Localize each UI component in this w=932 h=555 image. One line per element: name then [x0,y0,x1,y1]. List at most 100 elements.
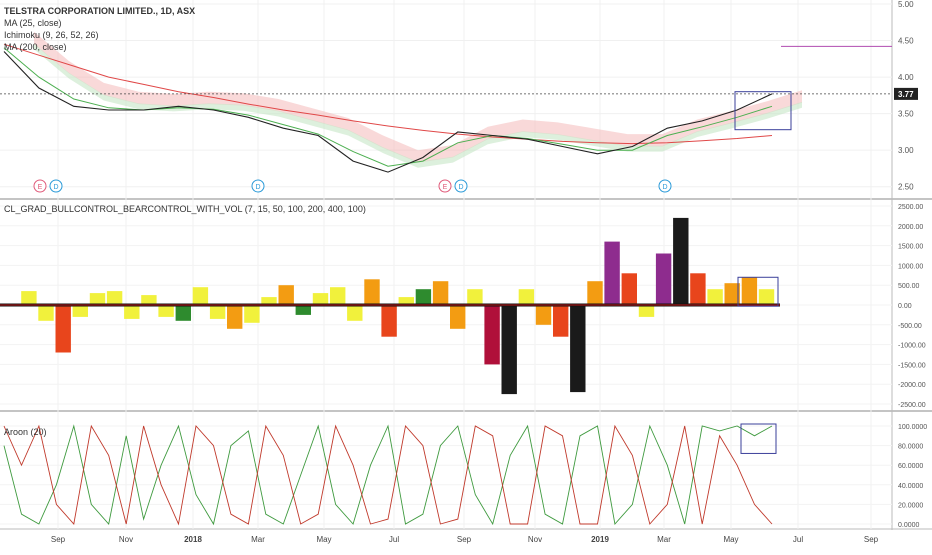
osc-y-tick: 2500.00 [898,204,923,211]
osc-bar [604,241,620,305]
osc-bar [621,273,637,305]
event-marker [251,179,265,193]
osc-bar [467,289,483,305]
osc-bar [330,287,346,305]
osc-bar [381,305,397,337]
osc-bar [741,277,758,305]
event-marker-label: E [38,184,43,191]
event-marker [33,179,47,193]
osc-bar [724,283,740,305]
osc-bar [587,281,603,305]
osc-bar [38,305,54,321]
event-marker-label: D [255,184,260,191]
aroon-y-tick: 20.0000 [898,502,923,509]
price-y-tick: 3.50 [898,110,914,119]
price-y-tick: 2.50 [898,183,914,192]
x-tick-label: Sep [51,535,66,544]
x-tick-label: Sep [864,535,879,544]
last-price-badge [894,87,918,100]
price-y-tick: 5.00 [898,0,914,9]
osc-bar [106,291,123,305]
osc-bar [141,295,157,305]
osc-bar [364,279,380,305]
osc-bar [244,305,260,323]
aroon-y-tick: 60.0000 [898,463,923,470]
event-marker-label: D [662,184,667,191]
aroon-selection-box [740,423,777,454]
x-tick-label: May [316,535,331,544]
osc-bar [312,293,329,305]
osc-y-tick: -2000.00 [898,382,926,389]
osc-bar [535,305,552,325]
x-tick-label: Mar [657,535,671,544]
x-tick-label: 2019 [591,535,609,544]
legend-ma25[interactable]: MA (25, close) [4,18,62,28]
osc-y-tick: 2000.00 [898,224,923,231]
legend-ma200[interactable]: MA (200, close) [4,42,67,52]
ma25-line [3,47,773,167]
legend-ichimoku[interactable]: Ichimoku (9, 26, 52, 26) [4,30,99,40]
aroon-down-line [3,424,773,526]
x-tick-label: May [723,535,738,544]
x-tick-label: Jul [389,535,399,544]
osc-bar [707,289,723,305]
price-y-tick: 3.00 [898,146,914,155]
event-marker [658,179,672,193]
price-y-tick: 4.00 [898,73,914,82]
osc-bar [158,305,174,317]
osc-bar [690,273,706,305]
osc-bar [55,305,71,353]
osc-selection-box [737,276,779,307]
x-tick-label: Jul [793,535,803,544]
aroon-legend: Aroon (20) [4,426,47,438]
osc-bar [21,291,37,305]
price-legend: TELSTRA CORPORATION LIMITED., 1D, ASX MA… [4,5,195,53]
osc-bar [518,289,535,305]
x-tick-label: 2018 [184,535,202,544]
osc-y-tick: 0.00 [898,303,912,310]
aroon-y-tick: 100.0000 [898,424,927,431]
osc-y-tick: -1500.00 [898,362,926,369]
osc-y-tick: -500.00 [898,323,922,330]
osc-bar [175,305,191,321]
x-tick-label: Sep [457,535,472,544]
osc-bar [72,305,88,317]
osc-bar [758,289,775,305]
ichimoku-cloud-green [34,43,802,168]
osc-bar [655,253,672,305]
x-tick-label: Nov [528,535,542,544]
osc-title[interactable]: CL_GRAD_BULLCONTROL_BEARCONTROL_WITH_VOL… [4,204,366,214]
ichimoku-cloud [34,31,802,163]
ma200-line [3,43,773,145]
osc-bar [450,305,466,329]
osc-bar [347,305,363,321]
selection-box [734,91,792,131]
osc-bar [192,287,209,305]
osc-bar [638,305,655,317]
osc-bar [484,305,500,365]
event-marker [49,179,63,193]
price-title[interactable]: TELSTRA CORPORATION LIMITED., 1D, ASX [4,6,196,16]
aroon-y-tick: 80.0000 [898,444,923,451]
price-y-tick: 4.50 [898,37,914,46]
price-line [3,51,773,173]
event-marker-label: D [53,184,58,191]
osc-bar [415,289,432,305]
osc-bar [553,305,569,337]
event-marker [438,179,452,193]
osc-bar [278,285,294,305]
osc-bar [227,305,243,329]
x-tick-label: Nov [119,535,133,544]
osc-bar [570,305,586,393]
osc-bar [89,293,106,305]
osc-bar [124,305,140,319]
osc-bar [501,305,517,395]
aroon-y-tick: 40.0000 [898,483,923,490]
osc-y-tick: 1500.00 [898,244,923,251]
osc-bar [398,297,414,305]
aroon-title[interactable]: Aroon (20) [4,427,47,437]
osc-y-tick: 1000.00 [898,263,923,270]
osc-legend: CL_GRAD_BULLCONTROL_BEARCONTROL_WITH_VOL… [4,203,366,215]
